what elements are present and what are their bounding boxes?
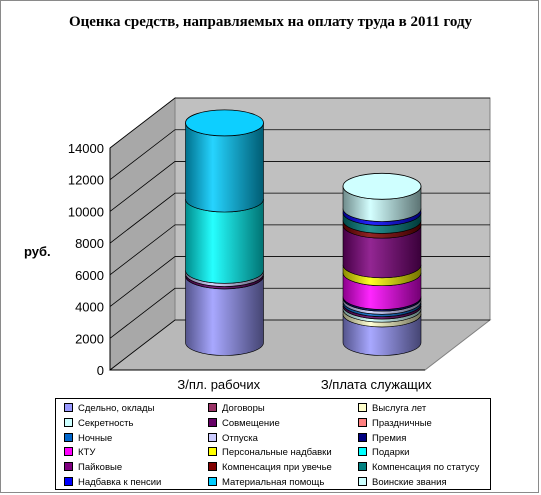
y-tick-label: 10000 [68,204,104,219]
legend-swatch [208,447,217,457]
legend-swatch [208,432,217,442]
legend-item: Премия [358,432,406,446]
legend-swatch [358,462,367,472]
legend-label: Надбавка к пенсии [78,477,162,488]
gridline [109,161,490,212]
plot-walls [108,96,492,372]
legend-item: Праздничные [358,417,432,431]
x-tick-label: З/плата служащих [321,377,432,392]
bars [185,109,422,356]
floor [108,319,492,371]
y-tick-label: 0 [97,363,104,378]
legend-item: Материальная помощь [208,476,324,490]
legend-item: Компенсация по статусу [358,461,479,475]
legend-label: Договоры [222,403,265,414]
legend-label: Выслуга лет [372,403,427,414]
legend-swatch [358,447,367,457]
legend-label: Сдельно, оклады [78,403,155,414]
x-tick-label: З/пл. рабочих [177,377,260,392]
legend-swatch [358,432,367,442]
y-tick-label: 2000 [75,331,104,346]
legend-swatch [358,417,367,427]
legend-label: Компенсация при увечье [222,462,332,474]
legend-item: Подарки [358,446,409,460]
x-tick-labels: З/пл. рабочих З/плата служащих [177,377,432,392]
legend-label: Пайковые [78,462,123,474]
legend-item: Отпуска [208,432,258,446]
legend-item: КТУ [64,446,95,460]
legend-swatch [64,476,73,486]
y-tick-label: 14000 [68,141,104,156]
legend-item: Компенсация при увечье [208,461,332,475]
legend-item: Пайковые [64,461,122,475]
legend-item: Сдельно, оклады [64,402,154,416]
legend-label: Премия [372,432,407,444]
plot-area: 0 2000 4000 6000 8000 10000 12000 14000 З/пл. р… [68,96,492,392]
legend-item: Ночные [64,432,112,446]
chart-title: Оценка средств, направляемых на оплату т… [68,14,473,30]
legend-item: Выслуга лет [358,402,426,416]
legend-label: Компенсация по статусу [372,462,480,474]
y-axis-label: руб. [24,244,51,259]
legend-item: Воинские звания [358,476,447,490]
legend-label: Отпуска [222,432,258,444]
legend-item: Совмещение [208,417,280,431]
legend-swatch [208,417,217,427]
legend-swatch [358,402,367,412]
legend-swatch [208,402,217,412]
legend-item: Персональные надбавки [208,446,332,460]
legend-label: Воинские звания [372,477,447,488]
legend-swatch [64,447,73,457]
legend-label: Материальная помощь [222,477,325,488]
legend-item: Договоры [208,402,265,416]
gridline [109,97,490,149]
legend-swatch [64,432,73,442]
legend-swatch [208,476,217,486]
legend-label: Ночные [78,432,113,444]
legend-swatch [64,402,73,412]
legend: Сдельно, оклады Договоры Выслуга лет Секрет… [55,398,491,490]
legend-item: Надбавка к пенсии [64,476,161,490]
legend-label: Совмещение [222,417,280,429]
gridline [109,129,490,181]
legend-label: Подарки [372,447,410,459]
y-tick-label: 6000 [75,268,104,283]
y-tick-label: 8000 [75,236,104,251]
legend-label: Персональные надбавки [222,447,332,459]
legend-swatch [64,462,73,472]
legend-label: Праздничные [372,417,432,429]
legend-label: КТУ [78,447,96,459]
legend-item: Секретность [64,417,133,431]
bar-top [342,172,422,200]
y-tick-labels: 0 2000 4000 6000 8000 10000 12000 14000 [68,141,104,378]
bar-top [185,109,264,137]
y-tick-label: 12000 [68,173,104,188]
legend-label: Секретность [78,417,134,429]
legend-swatch [358,476,367,486]
legend-swatch [208,462,217,472]
y-tick-label: 4000 [75,300,104,315]
legend-swatch [64,417,73,427]
